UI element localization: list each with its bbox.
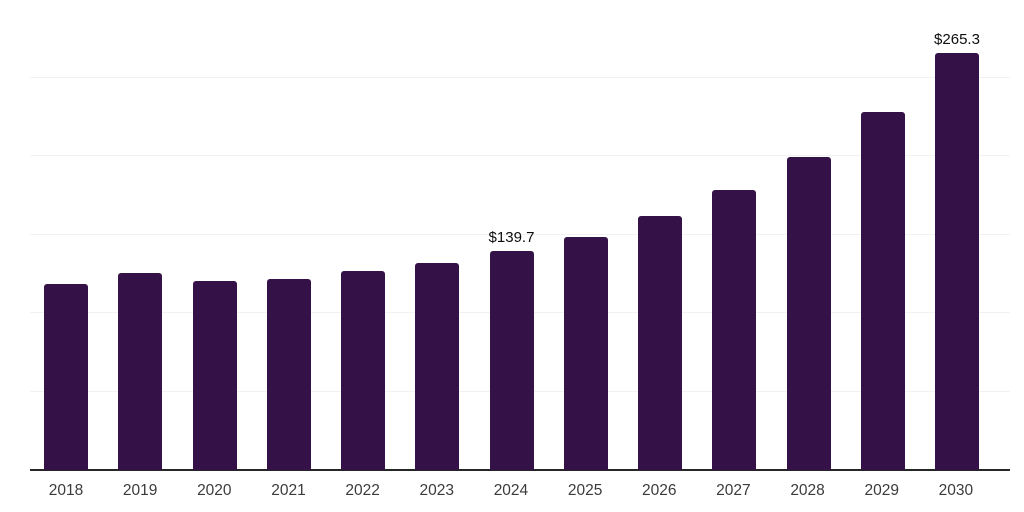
bar-2029 <box>860 112 905 470</box>
bar-2025 <box>563 236 608 470</box>
x-tick-label-2029: 2029 <box>864 482 899 499</box>
x-tick-label-2028: 2028 <box>790 482 825 499</box>
bar-2028 <box>786 157 831 470</box>
plot-area: $139.7 $265.3 <box>30 1 1010 471</box>
gridline <box>30 233 1010 235</box>
bar-series: $139.7 $265.3 <box>44 1 980 470</box>
x-tick-label-2022: 2022 <box>345 482 380 499</box>
x-tick-label-2024: 2024 <box>493 482 529 499</box>
x-tick-label-2020: 2020 <box>197 482 232 499</box>
gridline <box>30 76 1010 78</box>
x-tick-label-2027: 2027 <box>716 482 751 499</box>
bar-2018 <box>44 284 88 470</box>
bar-value-label-2030: $265.3 <box>934 31 980 49</box>
bar-2019 <box>118 272 163 470</box>
gridline <box>30 155 1010 156</box>
bar-2030: $265.3 <box>934 31 980 470</box>
x-axis-tick-labels: 2018 2019 2020 2021 2022 2023 2024 2025 2026 2027… <box>44 483 978 499</box>
bar-2024: $139.7 <box>489 229 534 470</box>
x-tick-label-2023: 2023 <box>419 482 455 499</box>
x-tick-label-2026: 2026 <box>642 482 677 499</box>
x-tick-label-2030: 2030 <box>938 482 974 499</box>
x-tick-label-2018: 2018 <box>48 482 84 499</box>
bar-2021 <box>266 278 311 470</box>
bar-2023 <box>415 262 460 470</box>
x-tick-label-2021: 2021 <box>271 482 306 499</box>
bar-2026 <box>638 215 682 470</box>
x-tick-label-2025: 2025 <box>567 482 603 499</box>
x-tick-label-2019: 2019 <box>122 482 158 499</box>
bar-value-label-2024: $139.7 <box>488 228 535 246</box>
bar-2020 <box>192 281 237 470</box>
x-axis-line <box>30 469 1010 471</box>
bar-2022 <box>341 271 385 470</box>
bar-2027 <box>712 189 757 470</box>
